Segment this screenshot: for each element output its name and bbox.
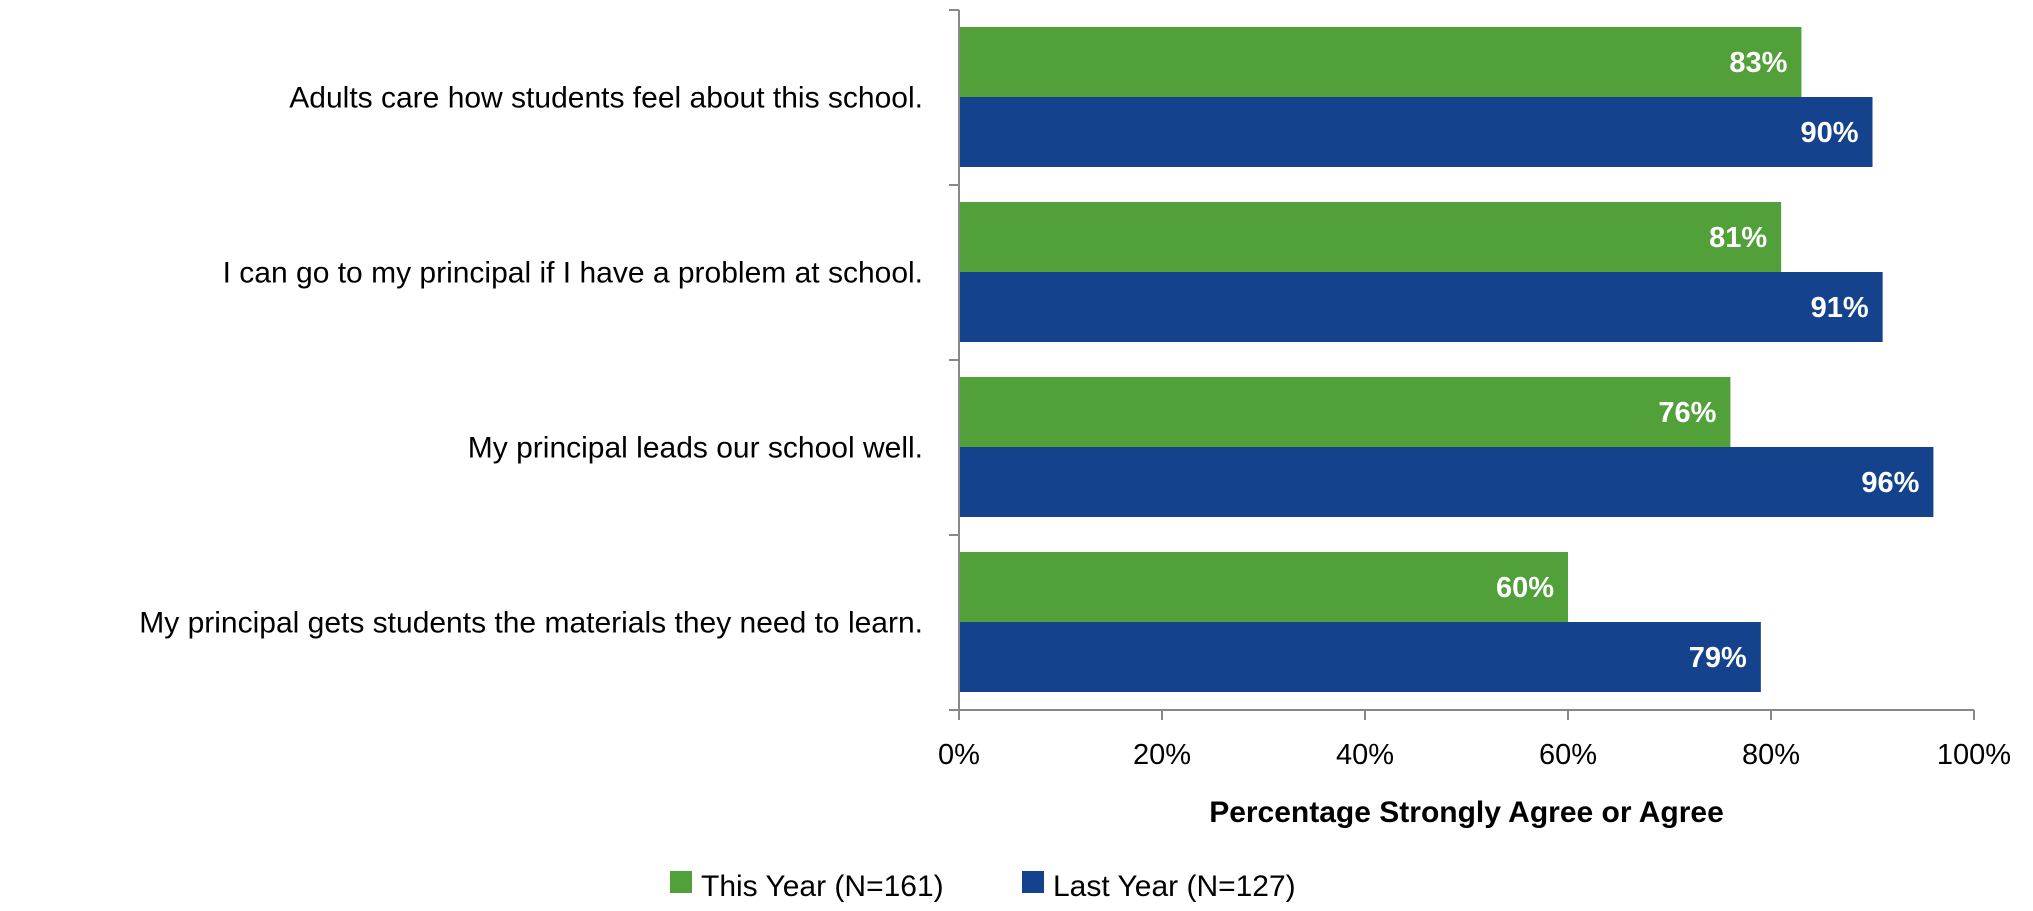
bars-layer <box>959 27 1934 692</box>
axes-layer: 0% 20% 40% 60% 80% 100% <box>938 9 2011 771</box>
bar-last-year-4 <box>959 622 1761 692</box>
legend-label-this-year: This Year (N=161) <box>701 870 944 903</box>
x-tick-label: 60% <box>1539 739 1597 771</box>
category-labels: Adults care how students feel about this… <box>139 82 923 640</box>
x-tick-label: 20% <box>1133 739 1191 771</box>
category-label-1: Adults care how students feel about this… <box>289 82 923 115</box>
data-label-last-year-4: 79% <box>1689 642 1747 674</box>
bar-last-year-2 <box>959 272 1883 342</box>
x-tick-label: 40% <box>1336 739 1394 771</box>
legend-swatch-last-year <box>1022 871 1044 893</box>
data-label-last-year-2: 91% <box>1811 292 1869 324</box>
x-tick-label: 0% <box>938 739 980 771</box>
x-tick-label: 80% <box>1742 739 1800 771</box>
x-tick-label: 100% <box>1937 739 2011 771</box>
bar-this-year-1 <box>959 27 1802 97</box>
legend-label-last-year: Last Year (N=127) <box>1053 870 1296 903</box>
bar-last-year-3 <box>959 447 1934 517</box>
legend-swatch-this-year <box>670 871 692 893</box>
bar-this-year-3 <box>959 377 1731 447</box>
legend: This Year (N=161) Last Year (N=127) <box>670 870 1296 903</box>
category-label-2: I can go to my principal if I have a pro… <box>223 257 923 290</box>
data-label-last-year-3: 96% <box>1861 467 1919 499</box>
category-label-3: My principal leads our school well. <box>468 432 923 465</box>
data-label-this-year-2: 81% <box>1709 222 1767 254</box>
x-axis-title: Percentage Strongly Agree or Agree <box>1209 796 1724 829</box>
data-label-this-year-4: 60% <box>1496 572 1554 604</box>
data-labels: 83% 90% 81% 91% 76% 96% 60% 79% <box>1496 47 1920 674</box>
data-label-last-year-1: 90% <box>1800 117 1858 149</box>
bar-this-year-2 <box>959 202 1782 272</box>
data-label-this-year-1: 83% <box>1729 47 1787 79</box>
bar-last-year-1 <box>959 97 1873 167</box>
bar-this-year-4 <box>959 552 1568 622</box>
data-label-this-year-3: 76% <box>1658 397 1716 429</box>
category-label-4: My principal gets students the materials… <box>139 607 923 640</box>
